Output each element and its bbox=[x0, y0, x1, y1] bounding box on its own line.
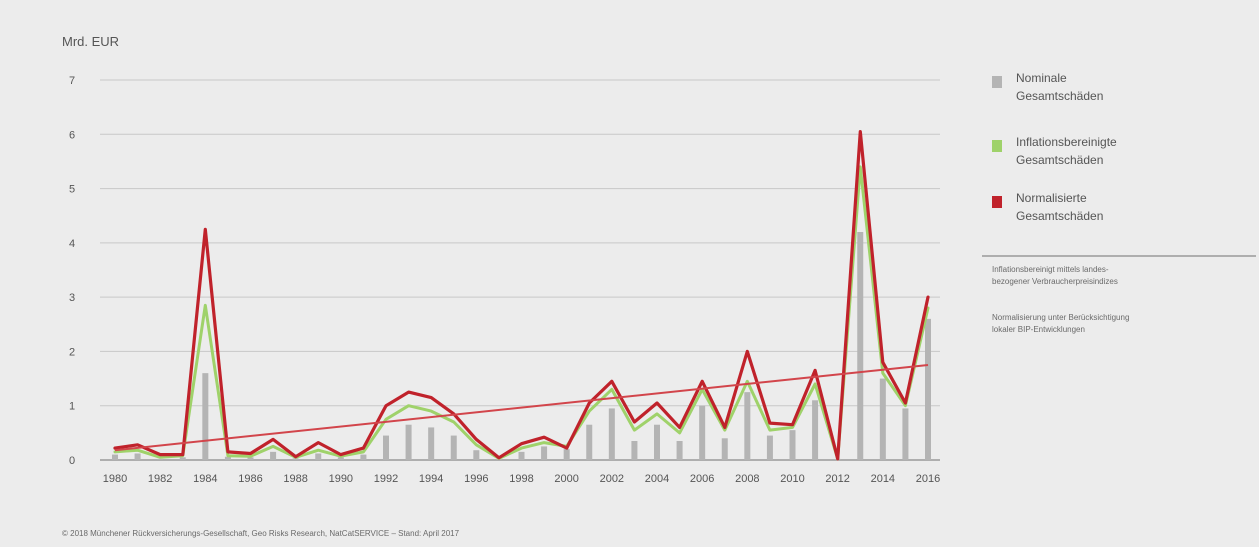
legend-label-normalized-2: Gesamtschäden bbox=[1016, 209, 1103, 223]
x-tick-label: 2002 bbox=[600, 473, 624, 485]
bar-1999 bbox=[541, 446, 548, 460]
x-tick-label: 2006 bbox=[690, 473, 714, 485]
bar-2001 bbox=[586, 424, 593, 460]
bar-1991 bbox=[360, 454, 367, 460]
trend-line bbox=[114, 364, 929, 452]
x-tick-label: 1988 bbox=[283, 473, 307, 485]
bar-2005 bbox=[676, 441, 683, 460]
x-tick-label: 1994 bbox=[419, 473, 443, 485]
bar-1981 bbox=[134, 453, 141, 460]
bar-2009 bbox=[766, 435, 773, 460]
bar-1988 bbox=[292, 458, 299, 460]
legend-label-normalized-1: Normalisierte bbox=[1016, 191, 1087, 205]
note-normalized-2: lokaler BIP-Entwicklungen bbox=[992, 325, 1085, 334]
bar-1990 bbox=[337, 457, 344, 460]
legend: Nominale Gesamtschäden Inflationsbereini… bbox=[982, 71, 1256, 334]
line-series bbox=[113, 130, 930, 461]
gridlines bbox=[100, 79, 940, 461]
legend-swatch-normalized bbox=[992, 196, 1002, 208]
line-normalized bbox=[113, 130, 930, 461]
bar-1982 bbox=[157, 458, 164, 460]
legend-label-inflation-1: Inflationsbereinigte bbox=[1016, 135, 1117, 149]
x-tick-label: 1990 bbox=[329, 473, 353, 485]
bar-1987 bbox=[270, 451, 277, 460]
bar-1985 bbox=[224, 456, 231, 460]
x-tick-label: 1996 bbox=[464, 473, 488, 485]
bar-2000 bbox=[563, 449, 570, 460]
x-tick-label: 2004 bbox=[645, 473, 669, 485]
bar-1983 bbox=[179, 457, 186, 460]
y-tick-label: 4 bbox=[69, 238, 75, 250]
x-tick-label: 2010 bbox=[780, 473, 804, 485]
line-inflation-adjusted bbox=[113, 165, 930, 461]
bar-1994 bbox=[428, 427, 435, 460]
x-tick-label: 1992 bbox=[374, 473, 398, 485]
bar-2013 bbox=[857, 232, 864, 460]
y-tick-label: 2 bbox=[69, 346, 75, 358]
bar-1998 bbox=[518, 451, 525, 460]
legend-swatch-nominal bbox=[992, 76, 1002, 88]
bar-1996 bbox=[473, 450, 480, 460]
bar-2006 bbox=[699, 405, 706, 460]
x-tick-label: 1980 bbox=[103, 473, 127, 485]
bar-1989 bbox=[315, 453, 322, 460]
y-tick-label: 6 bbox=[69, 129, 75, 141]
y-tick-label: 0 bbox=[69, 455, 75, 467]
bar-1980 bbox=[112, 454, 118, 460]
bar-2014 bbox=[879, 378, 886, 460]
x-tick-label: 2008 bbox=[735, 473, 759, 485]
note-normalized-1: Normalisierung unter Berücksichtigung bbox=[992, 313, 1129, 322]
x-tick-label: 1984 bbox=[193, 473, 217, 485]
bar-2003 bbox=[631, 441, 638, 460]
note-inflation-2: bezogener Verbraucherpreisindizes bbox=[992, 277, 1118, 286]
bar-2011 bbox=[812, 400, 819, 460]
y-tick-label: 3 bbox=[69, 292, 75, 304]
legend-label-nominal-2: Gesamtschäden bbox=[1016, 89, 1103, 103]
x-tick-label: 1998 bbox=[509, 473, 533, 485]
bar-1992 bbox=[383, 435, 389, 460]
bar-series-nominal bbox=[112, 232, 931, 460]
y-tick-labels: 0 1 2 3 4 5 6 7 bbox=[69, 75, 75, 467]
trend-line-group bbox=[114, 364, 929, 452]
legend-label-inflation-2: Gesamtschäden bbox=[1016, 153, 1103, 167]
y-tick-label: 1 bbox=[69, 401, 75, 413]
bar-2015 bbox=[902, 408, 909, 460]
source-footnote: © 2018 Münchener Rückversicherungs-Gesel… bbox=[62, 529, 460, 538]
note-inflation-1: Inflationsbereinigt mittels landes- bbox=[992, 265, 1109, 274]
bar-1984 bbox=[202, 373, 209, 460]
y-axis-unit-label: Mrd. EUR bbox=[62, 34, 119, 49]
bar-2004 bbox=[654, 424, 660, 460]
x-tick-labels: 1980 1982 1984 1986 1988 1990 1992 1994 1996 1998… bbox=[103, 473, 940, 485]
bar-2008 bbox=[744, 392, 751, 460]
bar-2016 bbox=[925, 318, 931, 460]
x-tick-label: 2012 bbox=[825, 473, 849, 485]
legend-label-nominal-1: Nominale bbox=[1016, 71, 1067, 85]
x-tick-label: 2014 bbox=[871, 473, 895, 485]
bar-2010 bbox=[789, 430, 796, 460]
bar-2007 bbox=[721, 438, 728, 460]
x-tick-label: 1982 bbox=[148, 473, 172, 485]
bar-1993 bbox=[405, 424, 412, 460]
bar-1995 bbox=[450, 435, 457, 460]
x-tick-label: 2000 bbox=[554, 473, 578, 485]
bar-1986 bbox=[247, 457, 254, 460]
bar-2002 bbox=[608, 408, 615, 460]
x-tick-label: 1986 bbox=[238, 473, 262, 485]
y-tick-label: 5 bbox=[69, 184, 75, 196]
y-tick-label: 7 bbox=[69, 75, 75, 87]
legend-swatch-inflation bbox=[992, 140, 1002, 152]
x-tick-label: 2016 bbox=[916, 473, 940, 485]
